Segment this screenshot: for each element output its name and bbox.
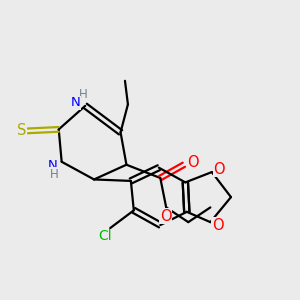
Text: Cl: Cl — [98, 229, 112, 243]
Text: H: H — [80, 88, 88, 101]
Text: H: H — [50, 168, 59, 181]
Text: O: O — [188, 155, 199, 170]
Text: N: N — [48, 159, 58, 172]
Text: N: N — [71, 96, 81, 110]
Text: O: O — [213, 162, 225, 177]
Text: O: O — [212, 218, 224, 232]
Text: S: S — [16, 123, 26, 138]
Text: O: O — [160, 209, 171, 224]
